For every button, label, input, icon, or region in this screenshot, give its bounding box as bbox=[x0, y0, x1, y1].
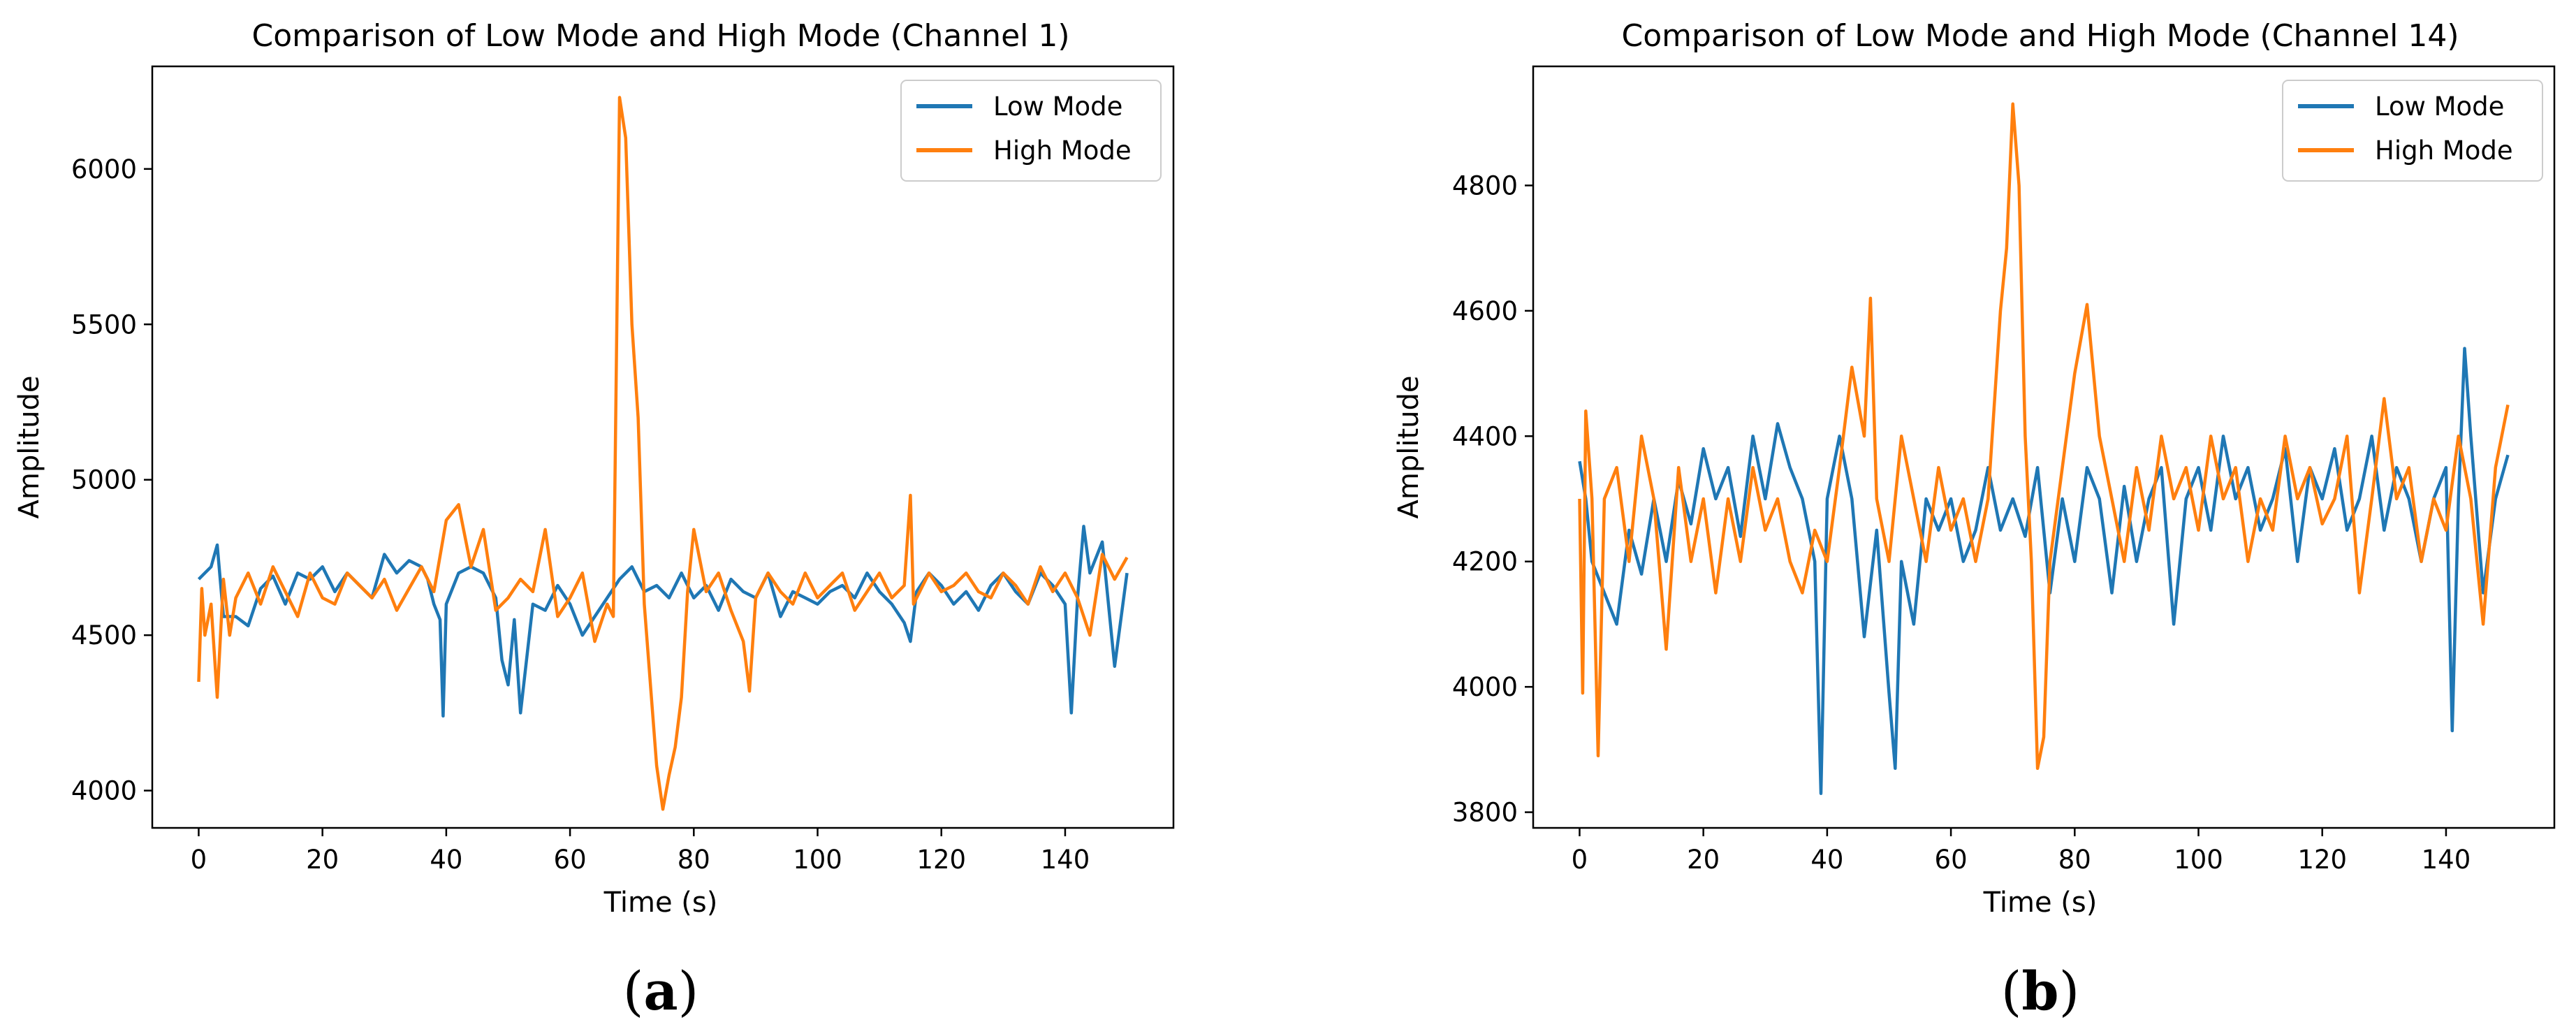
y-tick-label: 4200 bbox=[1452, 547, 1518, 577]
chart-title: Comparison of Low Mode and High Mode (Ch… bbox=[1621, 18, 2459, 54]
legend: Low Mode High Mode bbox=[900, 80, 1162, 182]
series-line-low-mode bbox=[1578, 347, 2510, 795]
panel-caption-b: (b) bbox=[2001, 960, 2079, 1022]
plot-frame bbox=[151, 65, 1175, 829]
legend-label-low-mode: Low Mode bbox=[993, 92, 1122, 122]
y-tick-label: 6000 bbox=[71, 154, 137, 184]
plot-area bbox=[197, 96, 1129, 811]
x-tick-label: 20 bbox=[1687, 845, 1720, 875]
series-line-low-mode bbox=[197, 525, 1129, 718]
x-tick-label: 140 bbox=[1041, 845, 1090, 875]
y-axis-ticks: 3800 4000 4200 4400 4600 4800 bbox=[1452, 170, 1533, 828]
series-line-high-mode bbox=[1578, 102, 2510, 771]
y-tick-label: 5000 bbox=[71, 465, 137, 495]
legend-label-high-mode: High Mode bbox=[2375, 136, 2513, 166]
x-tick-label: 0 bbox=[1572, 845, 1588, 875]
y-tick-label: 3800 bbox=[1452, 798, 1518, 828]
x-axis-label: Time (s) bbox=[1983, 887, 2098, 919]
x-axis-label: Time (s) bbox=[603, 887, 718, 919]
plot-frame bbox=[1532, 65, 2556, 829]
x-tick-label: 100 bbox=[793, 845, 842, 875]
y-tick-label: 4500 bbox=[71, 620, 137, 650]
y-tick-label: 4000 bbox=[71, 776, 137, 806]
x-tick-label: 60 bbox=[554, 845, 587, 875]
x-tick-label: 140 bbox=[2422, 845, 2471, 875]
series-line-high-mode bbox=[197, 96, 1129, 811]
y-axis-ticks: 4000 4500 5000 5500 6000 bbox=[71, 154, 152, 806]
legend-label-low-mode: Low Mode bbox=[2375, 92, 2504, 122]
x-tick-label: 80 bbox=[678, 845, 710, 875]
chart-channel-14: Comparison of Low Mode and High Mode (Ch… bbox=[1393, 18, 2556, 919]
y-tick-label: 4600 bbox=[1452, 296, 1518, 326]
y-axis-label: Amplitude bbox=[13, 376, 45, 519]
plot-area bbox=[1578, 102, 2510, 795]
panel-label-a: a bbox=[643, 960, 678, 1022]
y-tick-label: 4000 bbox=[1452, 672, 1518, 702]
x-tick-label: 80 bbox=[2058, 845, 2091, 875]
y-tick-label: 5500 bbox=[71, 309, 137, 340]
x-axis-ticks: 0 20 40 60 80 100 120 140 bbox=[191, 828, 1090, 875]
panel-label-b: b bbox=[2021, 960, 2058, 1022]
x-tick-label: 40 bbox=[430, 845, 462, 875]
chart-channel-1: Comparison of Low Mode and High Mode (Ch… bbox=[13, 18, 1175, 919]
x-tick-label: 120 bbox=[2297, 845, 2347, 875]
y-tick-label: 4800 bbox=[1452, 170, 1518, 201]
x-tick-label: 100 bbox=[2174, 845, 2223, 875]
y-tick-label: 4400 bbox=[1452, 421, 1518, 451]
legend-label-high-mode: High Mode bbox=[993, 136, 1132, 166]
x-tick-label: 120 bbox=[916, 845, 966, 875]
x-tick-label: 20 bbox=[306, 845, 339, 875]
x-tick-label: 0 bbox=[191, 845, 207, 875]
y-axis-label: Amplitude bbox=[1393, 376, 1425, 519]
x-axis-ticks: 0 20 40 60 80 100 120 140 bbox=[1572, 828, 2471, 875]
x-tick-label: 40 bbox=[1810, 845, 1843, 875]
chart-title: Comparison of Low Mode and High Mode (Ch… bbox=[251, 18, 1069, 54]
panel-caption-a: (a) bbox=[623, 960, 699, 1022]
legend: Low Mode High Mode bbox=[2282, 80, 2543, 182]
x-tick-label: 60 bbox=[1935, 845, 1968, 875]
